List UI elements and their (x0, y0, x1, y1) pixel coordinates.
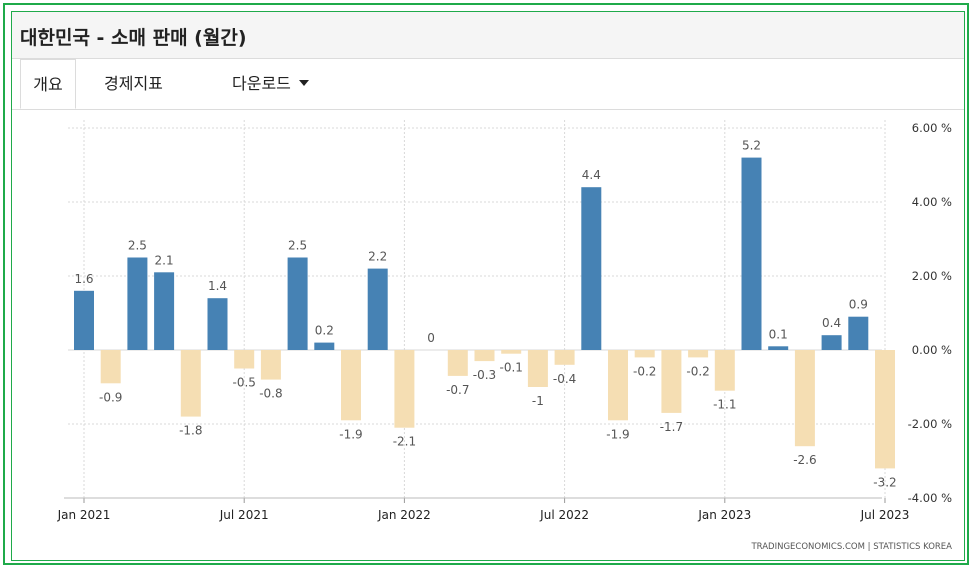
bar[interactable] (821, 335, 842, 350)
data-label: -3.2 (873, 475, 896, 489)
data-label: 5.2 (742, 139, 761, 153)
data-label: -2.6 (793, 453, 816, 467)
data-label: -1.8 (179, 424, 202, 438)
bar[interactable] (447, 350, 468, 376)
data-label: 2.5 (288, 239, 307, 253)
x-tick-label: Jan 2023 (697, 508, 751, 522)
data-label: -1.7 (660, 420, 683, 434)
data-label: -1.9 (606, 427, 629, 441)
data-label: -0.9 (99, 390, 122, 404)
grid (68, 120, 886, 499)
bar[interactable] (501, 350, 522, 354)
data-label: -0.4 (553, 372, 576, 386)
bar[interactable] (474, 350, 495, 362)
bar[interactable] (314, 342, 335, 350)
tab-download[interactable]: 다운로드 (232, 59, 309, 109)
title-bar: 대한민국 - 소매 판매 (월간) (12, 12, 964, 59)
data-label: -0.2 (633, 364, 656, 378)
data-label: -0.2 (686, 364, 709, 378)
data-label: 0.2 (315, 324, 334, 338)
data-label: -0.1 (499, 361, 522, 375)
tab-overview[interactable]: 개요 (20, 59, 76, 109)
y-tick-label: 4.00 % (912, 195, 952, 209)
x-tick-label: Jan 2021 (57, 508, 111, 522)
data-label: -0.8 (259, 387, 282, 401)
bar[interactable] (661, 350, 682, 413)
bar-chart: 1.6 -0.9 2.5 2.1 -1.8 1.4 -0.5 -0.8 2.5 0.2 -1.9 2.… (57, 120, 952, 552)
y-tick-label: 0.00 % (912, 343, 952, 357)
x-tick-label: Jul 2022 (539, 508, 589, 522)
data-label: 2.2 (368, 250, 387, 264)
widget-panel: 대한민국 - 소매 판매 (월간) 개요 경제지표 다운로드 1.6 -0.9 2.… (11, 11, 965, 561)
bar[interactable] (554, 350, 575, 365)
source-credit: TRADINGECONOMICS.COM | STATISTICS KOREA (750, 542, 952, 552)
y-tick-label: -4.00 % (908, 491, 952, 505)
bar[interactable] (714, 350, 735, 391)
data-label: -1.9 (339, 427, 362, 441)
bar[interactable] (74, 290, 94, 350)
data-label: 0.9 (849, 298, 868, 312)
x-axis: Jan 2021 Jul 2021 Jan 2022 Jul 2022 Jan 2023… (57, 497, 910, 522)
bar[interactable] (527, 350, 548, 387)
bar[interactable] (741, 157, 762, 350)
data-label: 1.4 (208, 279, 227, 293)
bar[interactable] (634, 350, 655, 358)
tab-bar: 개요 경제지표 다운로드 (12, 59, 964, 110)
data-label: -0.5 (232, 376, 255, 390)
bar[interactable] (180, 350, 201, 417)
y-tick-label: 6.00 % (912, 121, 952, 135)
page-title: 대한민국 - 소매 판매 (월간) (20, 27, 247, 49)
caret-down-icon (298, 79, 309, 86)
bars (74, 157, 895, 469)
bar[interactable] (367, 268, 388, 350)
data-label: 4.4 (582, 168, 601, 182)
data-label: -1.1 (713, 398, 736, 412)
x-tick-label: Jul 2023 (860, 508, 910, 522)
bar[interactable] (341, 350, 361, 421)
y-axis: 6.00 % 4.00 % 2.00 % 0.00 % -2.00 % -4.00 % (908, 121, 952, 505)
outer-frame: 대한민국 - 소매 판매 (월간) 개요 경제지표 다운로드 1.6 -0.9 2.… (3, 3, 969, 565)
y-tick-label: 2.00 % (912, 269, 952, 283)
data-label: 0.4 (822, 316, 841, 330)
data-label: -2.1 (393, 435, 416, 449)
data-label: -0.7 (446, 383, 469, 397)
bar[interactable] (100, 350, 121, 384)
data-label: 1.6 (74, 272, 93, 286)
data-label: 0.1 (769, 327, 788, 341)
chart-area: 1.6 -0.9 2.5 2.1 -1.8 1.4 -0.5 -0.8 2.5 0.2 -1.9 2.… (12, 110, 964, 560)
bar[interactable] (848, 316, 869, 350)
data-label: -1 (532, 394, 544, 408)
bar[interactable] (875, 350, 895, 469)
data-labels: 1.6 -0.9 2.5 2.1 -1.8 1.4 -0.5 -0.8 2.5 0.2 -1.9 2.… (74, 139, 896, 490)
data-label: -0.3 (473, 368, 496, 382)
bar[interactable] (581, 187, 602, 350)
tab-indicators[interactable]: 경제지표 (104, 74, 163, 93)
x-tick-label: Jul 2021 (219, 508, 269, 522)
bar[interactable] (608, 350, 628, 421)
bar[interactable] (207, 298, 228, 350)
bar[interactable] (260, 350, 281, 380)
bar[interactable] (127, 257, 148, 351)
bar[interactable] (688, 350, 709, 358)
tab-download-label: 다운로드 (232, 74, 291, 93)
data-label: 2.1 (155, 253, 174, 267)
x-tick-label: Jan 2022 (377, 508, 431, 522)
bar[interactable] (768, 346, 789, 350)
bar[interactable] (287, 257, 308, 351)
bar[interactable] (234, 350, 255, 369)
data-label: 0 (427, 331, 435, 345)
bar[interactable] (154, 272, 175, 350)
bar[interactable] (394, 350, 415, 428)
bar[interactable] (794, 350, 815, 447)
y-tick-label: -2.00 % (908, 417, 952, 431)
data-label: 2.5 (128, 239, 147, 253)
